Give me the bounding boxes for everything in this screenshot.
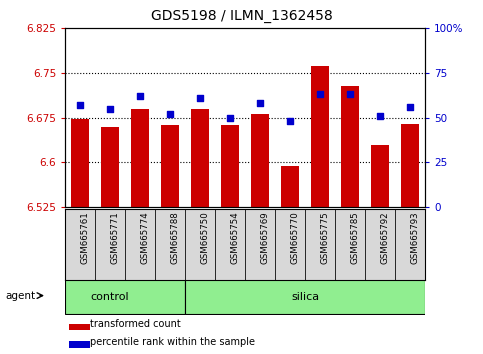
Point xyxy=(406,104,414,110)
Point xyxy=(136,93,144,99)
Text: agent: agent xyxy=(6,291,36,301)
Bar xyxy=(335,209,365,280)
Bar xyxy=(69,324,90,330)
Text: GSM665761: GSM665761 xyxy=(80,211,89,264)
Text: GSM665771: GSM665771 xyxy=(110,211,119,264)
Point xyxy=(376,113,384,119)
Text: GSM665750: GSM665750 xyxy=(200,211,209,264)
Bar xyxy=(161,125,179,207)
Bar xyxy=(95,209,125,280)
Bar xyxy=(71,120,89,207)
Bar xyxy=(191,109,209,207)
Bar xyxy=(101,127,119,207)
Bar xyxy=(65,209,95,280)
Point xyxy=(346,92,354,97)
Bar xyxy=(245,209,275,280)
Bar xyxy=(221,125,239,207)
Bar xyxy=(401,124,419,207)
Bar xyxy=(371,144,389,207)
Bar xyxy=(185,280,425,314)
Text: GSM665785: GSM665785 xyxy=(350,211,359,264)
Text: GSM665754: GSM665754 xyxy=(230,211,239,264)
Point xyxy=(226,115,234,120)
Text: GSM665793: GSM665793 xyxy=(410,211,419,264)
Bar xyxy=(155,209,185,280)
Bar xyxy=(69,341,90,348)
Point xyxy=(316,92,324,97)
Bar xyxy=(65,280,185,314)
Text: GSM665775: GSM665775 xyxy=(320,211,329,264)
Point xyxy=(166,111,174,117)
Bar xyxy=(365,209,395,280)
Bar xyxy=(185,209,215,280)
Text: percentile rank within the sample: percentile rank within the sample xyxy=(90,337,256,347)
Bar xyxy=(311,66,329,207)
Bar xyxy=(395,209,425,280)
Bar xyxy=(251,114,269,207)
Point xyxy=(286,119,294,124)
Text: GSM665769: GSM665769 xyxy=(260,211,269,264)
Text: GDS5198 / ILMN_1362458: GDS5198 / ILMN_1362458 xyxy=(151,9,332,23)
Bar xyxy=(305,209,335,280)
Text: silica: silica xyxy=(291,292,319,302)
Text: transformed count: transformed count xyxy=(90,319,181,329)
Bar xyxy=(215,209,245,280)
Text: GSM665770: GSM665770 xyxy=(290,211,299,264)
Bar xyxy=(275,209,305,280)
Point xyxy=(256,101,264,106)
Text: GSM665774: GSM665774 xyxy=(140,211,149,264)
Bar xyxy=(341,86,359,207)
Text: GSM665792: GSM665792 xyxy=(380,211,389,264)
Point xyxy=(106,106,114,112)
Bar xyxy=(131,109,149,207)
Text: GSM665788: GSM665788 xyxy=(170,211,179,264)
Point xyxy=(196,95,204,101)
Point xyxy=(76,102,84,108)
Bar xyxy=(281,166,299,207)
Bar xyxy=(125,209,155,280)
Text: control: control xyxy=(91,292,129,302)
